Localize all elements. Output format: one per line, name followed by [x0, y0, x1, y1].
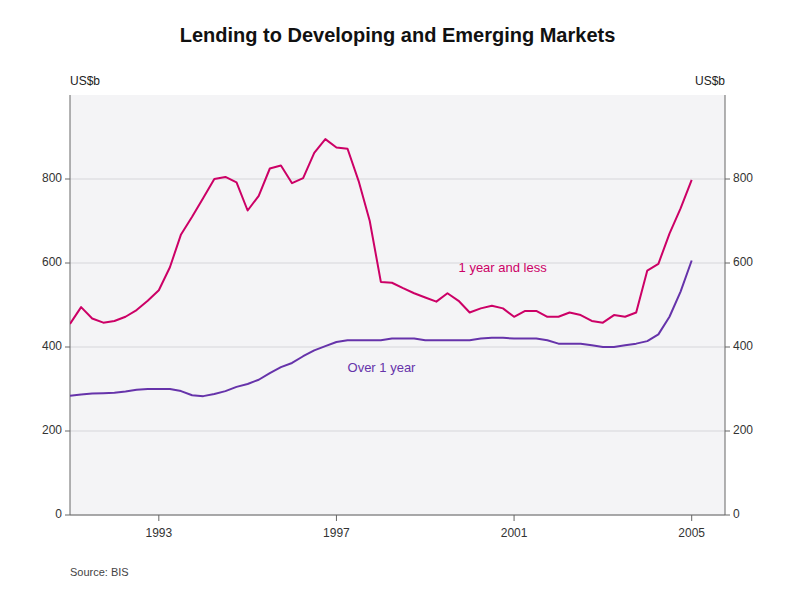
- y2-tick-label: 0: [733, 507, 740, 521]
- x-tick-label: 2005: [678, 526, 705, 540]
- y-tick: [65, 347, 70, 348]
- y2-tick-label: 200: [733, 423, 753, 437]
- x-tick-label: 2001: [501, 526, 528, 540]
- y-tick: [65, 515, 70, 516]
- grid-line: [70, 515, 725, 516]
- y-axis-label: US$b: [70, 74, 100, 88]
- y2-tick: [725, 179, 730, 180]
- y2-tick: [725, 431, 730, 432]
- y-tick: [65, 179, 70, 180]
- x-tick: [691, 515, 692, 521]
- y-axis-line: [70, 95, 71, 515]
- y-tick: [65, 431, 70, 432]
- plot-area: [70, 95, 725, 515]
- chart: 0 200 400 600 800 0 200 400 600 800 1993 1997 2001 20…: [0, 0, 795, 590]
- series-label: 1 year and less: [459, 260, 548, 275]
- x-axis-line: [70, 515, 725, 516]
- background: [0, 0, 795, 590]
- y2-tick-label: 400: [733, 339, 753, 353]
- x-tick-label: 1997: [323, 526, 350, 540]
- y2-tick: [725, 347, 730, 348]
- y2-axis-label: US$b: [695, 74, 725, 88]
- series-label: Over 1 year: [348, 360, 417, 375]
- x-tick: [514, 515, 515, 521]
- grid-line: [70, 347, 725, 348]
- y2-tick-label: 800: [733, 171, 753, 185]
- series-group: [70, 139, 692, 396]
- y2-axis-line: [725, 95, 726, 515]
- y2-tick-label: 600: [733, 255, 753, 269]
- x-tick: [336, 515, 337, 521]
- grid-line: [70, 263, 725, 264]
- y-tick-label: 600: [42, 255, 62, 269]
- grid-line: [70, 179, 725, 180]
- y-tick-label: 0: [55, 507, 62, 521]
- y-tick-label: 400: [42, 339, 62, 353]
- source: Source: BIS: [70, 566, 129, 578]
- y-tick-label: 800: [42, 171, 62, 185]
- grid-line: [70, 431, 725, 432]
- y-tick: [65, 263, 70, 264]
- x-tick: [158, 515, 159, 521]
- y2-tick: [725, 263, 730, 264]
- series-line: [70, 139, 692, 324]
- title: Lending to Developing and Emerging Marke…: [180, 24, 616, 46]
- x-tick-label: 1993: [145, 526, 172, 540]
- y-tick-label: 200: [42, 423, 62, 437]
- series-line: [70, 260, 692, 396]
- y2-tick: [725, 515, 730, 516]
